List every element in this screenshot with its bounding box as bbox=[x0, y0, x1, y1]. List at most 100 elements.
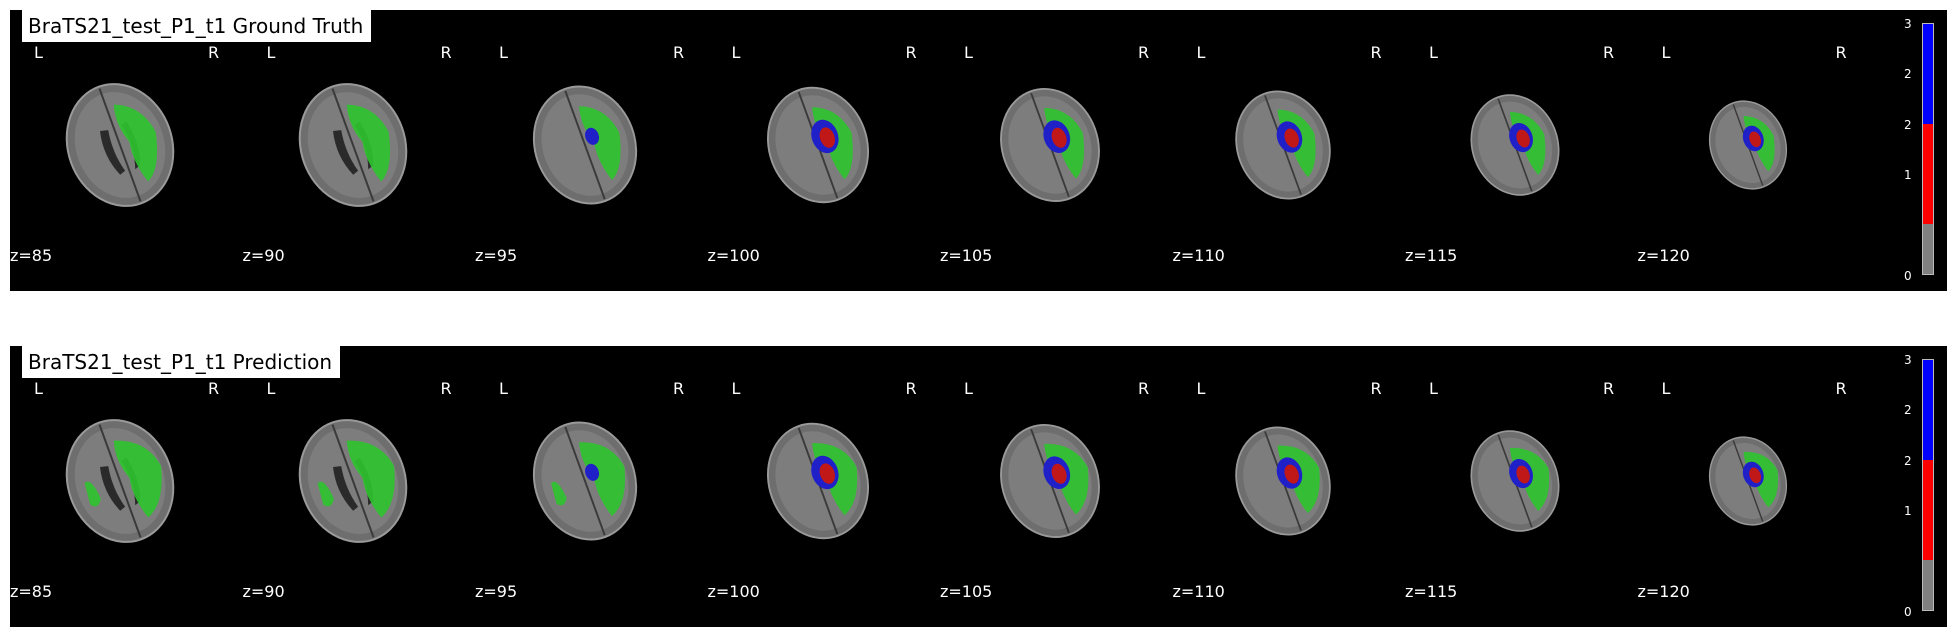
orientation-right-label: R bbox=[1370, 43, 1382, 62]
brain-mri-slice bbox=[1445, 411, 1585, 551]
orientation-left-label: L bbox=[1661, 43, 1671, 62]
slice-z-label: z=100 bbox=[707, 246, 760, 265]
orientation-right-label: R bbox=[440, 379, 452, 398]
colorbar-tick: 1 bbox=[1904, 168, 1912, 182]
orientation-left-label: L bbox=[266, 379, 276, 398]
colorbar-tick: 0 bbox=[1904, 269, 1912, 283]
colorbar-segment-1 bbox=[1923, 224, 1933, 274]
orientation-right-label: R bbox=[905, 43, 917, 62]
orientation-right-label: R bbox=[1138, 43, 1150, 62]
slice-z-label: z=100 bbox=[707, 582, 760, 601]
colorbar-tick: 2 bbox=[1904, 454, 1912, 468]
slice-z-label: z=85 bbox=[10, 582, 53, 601]
colorbar-tick: 3 bbox=[1904, 17, 1912, 31]
colorbar-segment-1 bbox=[1923, 560, 1933, 610]
orientation-right-label: R bbox=[1370, 379, 1382, 398]
brain-mri-slice bbox=[748, 411, 888, 551]
colorbar-tick: 1 bbox=[1904, 504, 1912, 518]
brain-mri-slice bbox=[1213, 411, 1353, 551]
slice-z-label: z=90 bbox=[242, 246, 285, 265]
orientation-left-label: L bbox=[34, 43, 43, 62]
colorbar-segment-3 bbox=[1923, 360, 1933, 460]
brain-mri-slice bbox=[1678, 411, 1818, 551]
slice-z-label: z=120 bbox=[1637, 246, 1690, 265]
slice-z-label: z=115 bbox=[1405, 582, 1458, 601]
orientation-left-label: L bbox=[499, 379, 508, 398]
orientation-left-label: L bbox=[1661, 379, 1671, 398]
slice-z-label: z=85 bbox=[10, 246, 53, 265]
brain-mri-slice bbox=[980, 75, 1120, 215]
orientation-right-label: R bbox=[673, 43, 685, 62]
orientation-right-label: R bbox=[673, 379, 685, 398]
brain-mri-slice bbox=[1678, 75, 1818, 215]
brain-mri-slice bbox=[515, 75, 655, 215]
orientation-right-label: R bbox=[1835, 43, 1847, 62]
orientation-left-label: L bbox=[1196, 379, 1206, 398]
brain-mri-slice bbox=[515, 411, 655, 551]
brain-mri-slice bbox=[748, 75, 888, 215]
orientation-right-label: R bbox=[1835, 379, 1847, 398]
orientation-left-label: L bbox=[1196, 43, 1206, 62]
orientation-left-label: L bbox=[1429, 43, 1438, 62]
orientation-right-label: R bbox=[208, 379, 220, 398]
colorbar-segment-2 bbox=[1923, 460, 1933, 560]
colorbar-tick: 0 bbox=[1904, 605, 1912, 619]
orientation-left-label: L bbox=[731, 43, 741, 62]
brain-mri-slice bbox=[50, 411, 190, 551]
slice-z-label: z=120 bbox=[1637, 582, 1690, 601]
orientation-right-label: R bbox=[440, 43, 452, 62]
orientation-right-label: R bbox=[905, 379, 917, 398]
slice-z-label: z=95 bbox=[475, 582, 518, 601]
brain-mri-slice bbox=[50, 75, 190, 215]
slice-z-label: z=95 bbox=[475, 246, 518, 265]
orientation-right-label: R bbox=[1138, 379, 1150, 398]
colorbar-segment-2 bbox=[1923, 124, 1933, 224]
orientation-left-label: L bbox=[1429, 379, 1438, 398]
orientation-left-label: L bbox=[266, 43, 276, 62]
orientation-left-label: L bbox=[34, 379, 43, 398]
orientation-left-label: L bbox=[731, 379, 741, 398]
slice-z-label: z=110 bbox=[1172, 246, 1225, 265]
slice-z-label: z=110 bbox=[1172, 582, 1225, 601]
slice-z-label: z=105 bbox=[940, 582, 993, 601]
brain-mri-slice bbox=[283, 411, 423, 551]
colorbar-tick: 2 bbox=[1904, 403, 1912, 417]
slice-z-label: z=105 bbox=[940, 246, 993, 265]
brain-mri-slice bbox=[980, 411, 1120, 551]
orientation-right-label: R bbox=[208, 43, 220, 62]
orientation-left-label: L bbox=[499, 43, 508, 62]
colorbar-tick: 2 bbox=[1904, 118, 1912, 132]
colorbar-tick: 3 bbox=[1904, 353, 1912, 367]
orientation-right-label: R bbox=[1603, 379, 1615, 398]
brain-mri-slice bbox=[1445, 75, 1585, 215]
panel-title: BraTS21_test_P1_t1 Ground Truth bbox=[22, 10, 372, 42]
colorbar bbox=[1922, 23, 1934, 275]
slice-z-label: z=90 bbox=[242, 582, 285, 601]
slice-z-label: z=115 bbox=[1405, 246, 1458, 265]
orientation-left-label: L bbox=[964, 379, 973, 398]
colorbar-tick: 2 bbox=[1904, 67, 1912, 81]
colorbar bbox=[1922, 359, 1934, 611]
orientation-right-label: R bbox=[1603, 43, 1615, 62]
orientation-left-label: L bbox=[964, 43, 973, 62]
colorbar-segment-3 bbox=[1923, 24, 1933, 124]
